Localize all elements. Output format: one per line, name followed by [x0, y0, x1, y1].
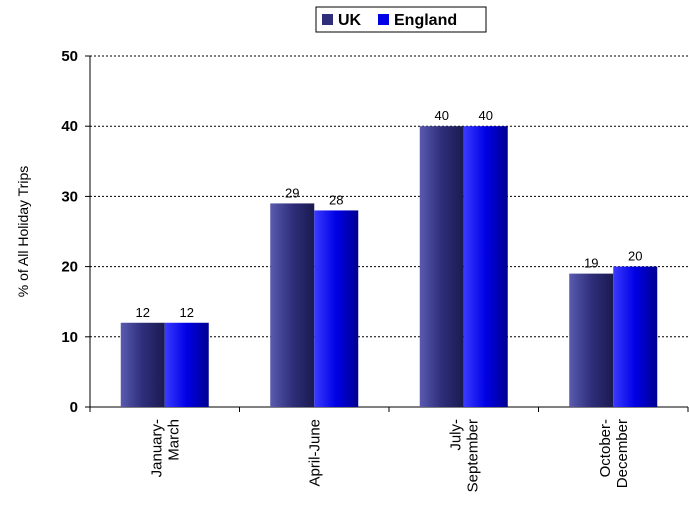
x-tick-labels: January- March April-June July- September Oct…	[148, 419, 631, 492]
y-tick-label: 40	[61, 118, 78, 135]
y-tick-label: 0	[70, 399, 78, 416]
data-label: 28	[329, 192, 343, 207]
bar-england	[613, 266, 658, 407]
y-tick-label: 50	[61, 48, 78, 65]
data-label: 12	[180, 305, 194, 320]
bars	[120, 126, 658, 407]
bar-uk	[419, 126, 464, 407]
bar-uk	[270, 203, 315, 407]
x-tick-label: March	[165, 419, 182, 461]
data-label: 29	[285, 185, 299, 200]
y-tick-label: 30	[61, 188, 78, 205]
legend-box	[315, 6, 487, 33]
legend-label-uk: UK	[338, 12, 362, 29]
data-label: 19	[584, 256, 598, 271]
y-tick-label: 20	[61, 259, 78, 276]
legend-swatch-uk	[322, 14, 333, 25]
legend-label-england: England	[394, 12, 457, 29]
data-label: 40	[435, 108, 449, 123]
data-label: 40	[479, 108, 493, 123]
bar-uk	[569, 273, 614, 407]
y-tick-labels: 0 10 20 30 40 50	[61, 48, 78, 416]
data-labels: 12 12 29 28 40 40 19 20	[136, 108, 643, 320]
legend-swatch-england	[378, 14, 389, 25]
y-tick-label: 10	[61, 329, 78, 346]
x-tick-label: April-June	[306, 419, 323, 487]
x-tick-label: October-	[597, 419, 614, 477]
data-label: 12	[136, 305, 150, 320]
data-label: 20	[628, 249, 642, 264]
x-tick-label: January-	[148, 419, 165, 477]
bar-england	[164, 322, 209, 407]
bar-uk	[120, 322, 165, 407]
bar-england	[463, 126, 508, 407]
y-axis-label: % of All Holiday Trips	[15, 166, 31, 298]
x-tick-label: July-	[447, 419, 464, 451]
legend: UK England	[315, 6, 487, 33]
x-tick-label: September	[464, 419, 481, 492]
x-tick-label: December	[614, 419, 631, 488]
bar-england	[314, 210, 359, 407]
